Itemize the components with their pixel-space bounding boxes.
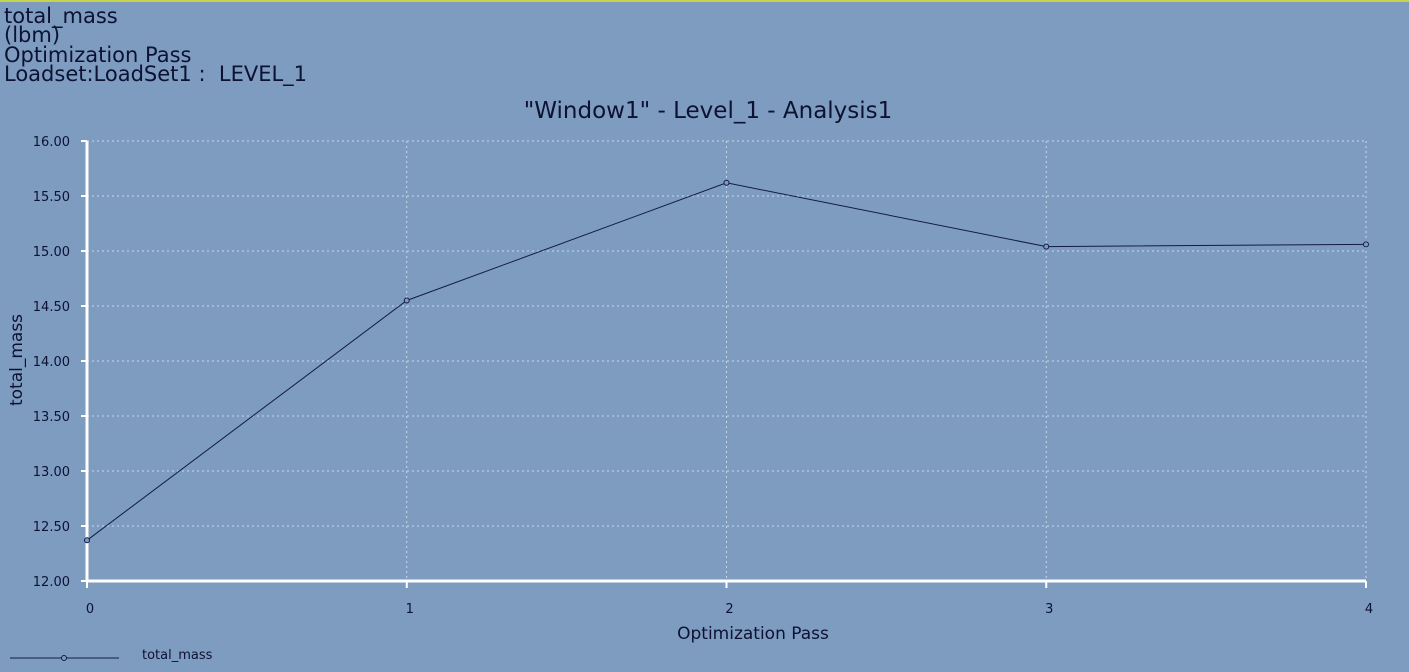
y-tick-label: 12.00 (33, 575, 70, 590)
axes (81, 140, 1367, 588)
data-point (84, 537, 90, 544)
y-tick-label: 14.00 (33, 355, 70, 370)
x-axis-label: Optimization Pass (677, 624, 829, 644)
data-point (1363, 241, 1369, 248)
info-x-quantity: Optimization Pass (4, 43, 192, 67)
y-tick-label: 13.00 (33, 465, 70, 480)
legend-marker (61, 655, 67, 661)
y-tick-label: 13.50 (33, 410, 70, 425)
y-tick-label: 15.00 (33, 245, 70, 260)
data-point (1043, 243, 1050, 250)
chart-title: "Window1" - Level_1 - Analysis1 (524, 98, 893, 124)
info-unit: (lbm) (4, 23, 61, 47)
info-quantity: total_mass (4, 4, 118, 28)
y-tick-label: 16.00 (33, 135, 70, 150)
series-layer (84, 179, 1369, 544)
y-tick-label: 12.50 (33, 520, 70, 535)
x-tick-label: 2 (725, 602, 733, 617)
x-tick-label: 3 (1045, 602, 1053, 617)
data-point (403, 297, 410, 304)
data-point (723, 179, 730, 186)
x-tick-label: 4 (1365, 602, 1373, 617)
legend: total_mass (10, 648, 213, 663)
x-tick-label: 0 (86, 602, 94, 617)
legend-label: total_mass (142, 648, 213, 663)
info-loadset: Loadset:LoadSet1 : LEVEL_1 (4, 62, 308, 86)
y-axis-label: total_mass (7, 314, 27, 406)
x-tick-label: 1 (406, 602, 414, 617)
y-tick-label: 15.50 (33, 190, 70, 205)
y-tick-label: 14.50 (33, 300, 70, 315)
grid-lines (87, 140, 1367, 581)
window-top-border (0, 0, 1409, 2)
tick-labels: 12.00 12.50 13.00 13.50 14.00 14.50 15.00 15.50… (33, 135, 1373, 617)
